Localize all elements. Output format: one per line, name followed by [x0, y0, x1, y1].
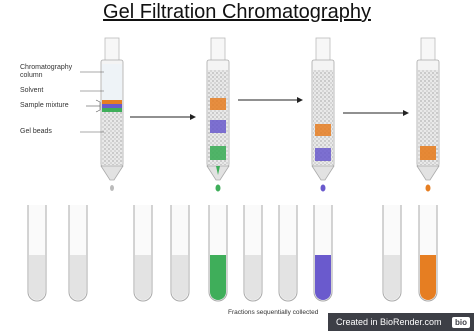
tube-fluid	[172, 255, 188, 300]
label: Chromatography column	[20, 64, 73, 79]
collection-tubes	[27, 204, 438, 302]
tube-fluid	[280, 255, 296, 300]
title: Gel Filtration Chromatography	[103, 1, 371, 23]
tube-fluid	[70, 255, 86, 300]
tube-fluid	[420, 255, 436, 300]
tube-fluid	[315, 255, 331, 300]
column	[100, 37, 124, 191]
footer-badge: bio	[452, 316, 470, 328]
tube-fluid	[384, 255, 400, 300]
caption: Fractions sequentially collected	[228, 309, 319, 316]
label: Solvent	[20, 87, 44, 94]
leader-lines	[80, 71, 104, 133]
column	[311, 37, 335, 192]
tube-fluid	[29, 255, 45, 300]
column	[206, 37, 230, 192]
footer: Created in BioRender.com bio	[328, 313, 474, 331]
tube-fluid	[210, 255, 226, 300]
label: Sample mixture	[20, 102, 69, 109]
tube-fluid	[135, 255, 151, 300]
footer-text: Created in BioRender.com	[336, 317, 442, 327]
label: Gel beads	[20, 128, 52, 135]
column	[416, 37, 440, 192]
tube-fluid	[245, 255, 261, 300]
